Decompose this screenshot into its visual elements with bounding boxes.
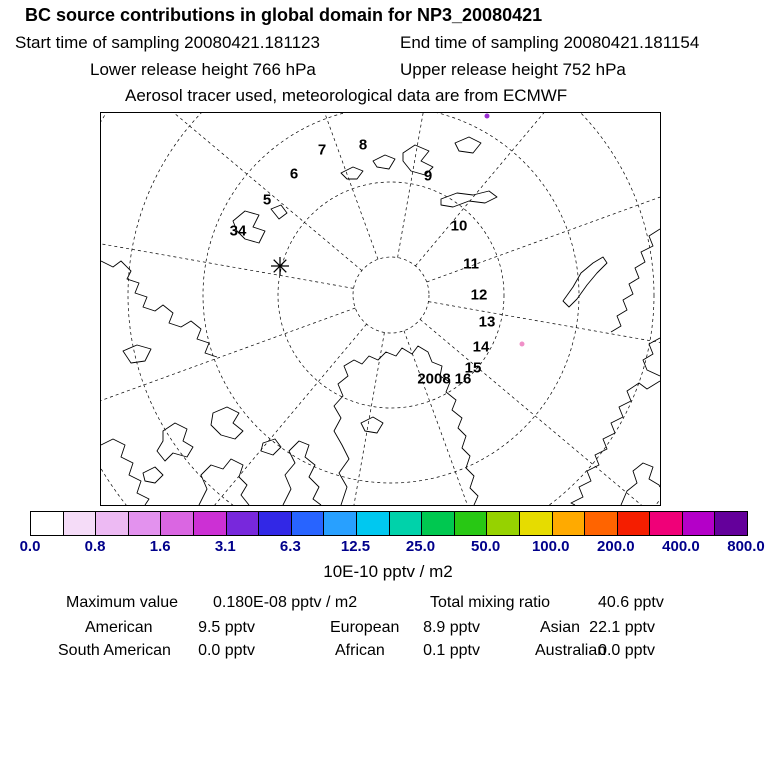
start-time-text: Start time of sampling 20080421.181123 xyxy=(15,33,320,52)
colorbar-segment xyxy=(62,512,96,535)
colorbar-segment xyxy=(584,512,617,535)
trajectory-label: 34 xyxy=(229,222,247,240)
contrib-name: African xyxy=(335,642,385,659)
contrib-value: 22.1 pptv xyxy=(589,619,655,636)
total-ratio-value: 40.6 pptv xyxy=(598,594,664,611)
max-value-label: Maximum value xyxy=(66,594,179,611)
colorbar-segment xyxy=(714,512,748,535)
tracer-note-text: Aerosol tracer used, meteorological data… xyxy=(125,86,568,105)
colorbar-tick-label: 6.3 xyxy=(279,538,301,555)
contrib-value: 0.1 pptv xyxy=(423,642,480,659)
colorbar-segment xyxy=(486,512,519,535)
contrib-name: South American xyxy=(58,642,171,659)
colorbar-tick-label: 50.0 xyxy=(471,538,501,555)
colorbar-segment xyxy=(388,512,422,535)
graticule xyxy=(101,113,660,505)
upper-release-text: Upper release height 752 hPa xyxy=(400,60,626,79)
concentration-dot xyxy=(519,341,525,347)
end-time-text: End time of sampling 20080421.181154 xyxy=(400,33,700,52)
colorbar-segment xyxy=(551,512,585,535)
colorbar-segment xyxy=(160,512,193,535)
trajectory-label: 5 xyxy=(262,191,272,209)
total-ratio-label: Total mixing ratio xyxy=(430,594,551,611)
colorbar-tick-label: 12.5 xyxy=(340,538,371,555)
trajectory-label: 7 xyxy=(317,141,327,159)
colorbar-tick-label: 100.0 xyxy=(531,538,570,555)
contrib-name: Asian xyxy=(540,619,581,636)
colorbar-segment xyxy=(421,512,454,535)
contrib-name: European xyxy=(330,619,400,636)
colorbar-segment xyxy=(323,512,356,535)
contrib-value: 0.0 pptv xyxy=(598,642,655,659)
colorbar-tick-label: 3.1 xyxy=(214,538,236,555)
trajectory-label: 15 xyxy=(464,359,482,377)
colorbar-tick-label: 200.0 xyxy=(597,538,635,555)
colorbar xyxy=(30,511,748,536)
contrib-name: American xyxy=(85,619,153,636)
colorbar-segment xyxy=(290,512,324,535)
colorbar-tick-label: 0.8 xyxy=(84,538,106,555)
polar-map: 5 6 7 8 9 10 11 12 13 14 15 2008 16 34 xyxy=(100,112,661,506)
contrib-value: 0.0 pptv xyxy=(198,642,255,659)
colorbar-segment xyxy=(258,512,291,535)
colorbar-ticks: 0.0 0.8 1.6 3.1 6.3 12.5 25.0 50.0 100.0 200.0 400… xyxy=(20,538,765,556)
coastlines xyxy=(101,136,660,505)
figure-title: BC source contributions in global domain… xyxy=(25,5,543,25)
station-marker-icon xyxy=(271,257,289,275)
trajectory-label: 12 xyxy=(470,286,488,304)
lower-release-text: Lower release height 766 hPa xyxy=(90,60,316,79)
colorbar-segment xyxy=(225,512,259,535)
colorbar-segments xyxy=(31,512,748,535)
contrib-value: 8.9 pptv xyxy=(423,619,480,636)
colorbar-segment xyxy=(616,512,650,535)
contrib-value: 9.5 pptv xyxy=(198,619,255,636)
colorbar-tick-label: 25.0 xyxy=(405,538,436,555)
colorbar-segment xyxy=(95,512,128,535)
trajectory-label: 10 xyxy=(450,217,468,235)
trajectory-label: 14 xyxy=(472,338,490,356)
trajectory-label: 13 xyxy=(478,313,496,331)
colorbar-tick-label: 0.0 xyxy=(19,538,41,555)
colorbar-segment xyxy=(31,512,63,535)
colorbar-segment xyxy=(453,512,487,535)
colorbar-unit: 10E-10 pptv / m2 xyxy=(323,562,453,581)
contrib-name: Australian xyxy=(535,642,607,659)
trajectory-label: 9 xyxy=(423,167,433,185)
colorbar-segment xyxy=(127,512,161,535)
trajectory-label: 8 xyxy=(358,136,368,154)
map-canvas xyxy=(101,113,660,505)
trajectory-label: 11 xyxy=(463,255,479,273)
colorbar-segment xyxy=(681,512,715,535)
colorbar-segment xyxy=(649,512,682,535)
colorbar-tick-label: 1.6 xyxy=(149,538,171,555)
colorbar-tick-label: 800.0 xyxy=(727,538,765,555)
colorbar-tick-label: 400.0 xyxy=(662,538,700,555)
trajectory-label: 2008 xyxy=(417,370,451,388)
trajectory-label: 16 xyxy=(454,370,472,388)
trajectory-label: 6 xyxy=(289,165,299,183)
colorbar-segment xyxy=(192,512,226,535)
colorbar-segment xyxy=(518,512,552,535)
max-value: 0.180E-08 pptv / m2 xyxy=(213,594,358,611)
colorbar-segment xyxy=(355,512,389,535)
concentration-dot xyxy=(484,113,490,119)
